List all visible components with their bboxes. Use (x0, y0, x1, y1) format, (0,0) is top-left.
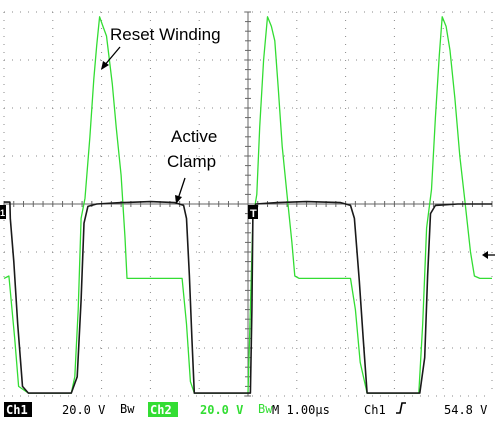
ch1-ground-marker-box (0, 205, 6, 219)
trigger-level-arrow-icon (482, 251, 488, 259)
annotation-reset-winding: Reset Winding (101, 25, 221, 70)
ch2-scale: 20.0 V (200, 403, 243, 417)
bandwidth-limit-icon-ch2: Bw (258, 402, 273, 416)
arrowhead-icon (101, 61, 109, 70)
ch1-ground-marker: 1 (0, 205, 6, 219)
trigger-level-marker (482, 251, 495, 259)
trigger-level: 54.8 V (444, 403, 487, 417)
status-bar-background (0, 399, 495, 419)
traces (3, 16, 492, 394)
annotation-active-clamp: Active Clamp (167, 127, 217, 204)
ch2-badge-label: Ch2 (150, 403, 172, 417)
annotation-active-clamp-arrow (177, 177, 186, 200)
ch2-badge (148, 402, 178, 417)
trigger-source: Ch1 (364, 403, 386, 417)
trigger-marker: T (248, 205, 258, 220)
annotation-active-clamp-line2: Clamp (167, 152, 216, 171)
trace-ch2 (3, 16, 492, 394)
ch1-ground-marker-label: 1 (0, 208, 5, 218)
arrowhead-icon (175, 195, 182, 204)
ch1-scale: 20.0 V (62, 403, 105, 417)
ch1-badge-label: Ch1 (6, 403, 28, 417)
trigger-position-marker (248, 205, 258, 219)
annotation-reset-winding-arrow (103, 46, 121, 67)
timebase: M 1.00µs (272, 403, 330, 417)
status-bar: Ch1 20.0 V Bw Ch2 20.0 V Bw M 1.00µs Ch1… (0, 399, 495, 419)
annotation-active-clamp-line1: Active (171, 127, 217, 146)
ch1-badge (4, 402, 32, 417)
trace-ch1 (4, 200, 492, 394)
trigger-position-marker-label: T (250, 208, 257, 220)
rising-edge-icon (396, 402, 406, 414)
bandwidth-limit-icon-ch1: Bw (120, 402, 135, 416)
annotation-reset-winding-label: Reset Winding (110, 25, 221, 44)
